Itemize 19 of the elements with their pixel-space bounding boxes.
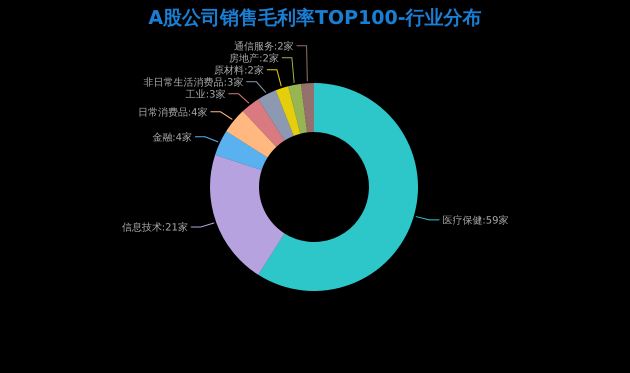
slice-label: 信息技术:21家 <box>122 221 188 234</box>
slice-label: 房地产:2家 <box>229 52 279 64</box>
donut-slice <box>258 83 418 291</box>
slice-label: 非日常生活消费品:3家 <box>144 76 244 88</box>
slice-label: 金融:4家 <box>152 131 192 144</box>
donut-slice <box>300 83 314 132</box>
donut-slice <box>288 84 308 134</box>
donut-slice <box>226 111 276 158</box>
slice-label: 通信服务:2家 <box>234 40 294 52</box>
donut-slice <box>258 90 294 141</box>
slice-label: 日常消费品:4家 <box>138 106 208 118</box>
slice-label: 医疗保健:59家 <box>442 214 508 226</box>
chart-title: A股公司销售毛利率TOP100-行业分布 <box>148 7 482 29</box>
donut-slice <box>276 86 300 136</box>
donut-slice <box>242 99 285 147</box>
donut-slice <box>210 154 285 275</box>
slice-label: 工业:3家 <box>186 88 226 100</box>
slice-label: 原材料:2家 <box>214 64 264 76</box>
donut-slice <box>215 131 268 170</box>
